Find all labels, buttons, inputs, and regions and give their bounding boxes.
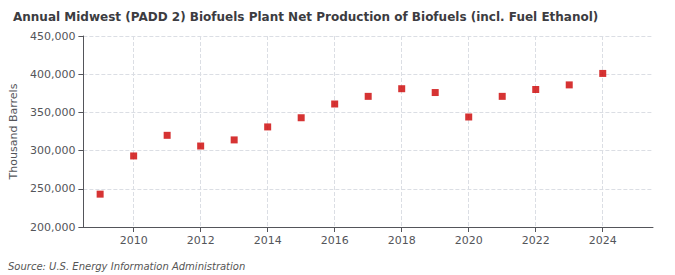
svg-text:2022: 2022	[522, 234, 550, 247]
svg-text:Thousand Barrels: Thousand Barrels	[7, 83, 20, 180]
svg-text:2024: 2024	[589, 234, 617, 247]
svg-text:2014: 2014	[254, 234, 282, 247]
svg-text:Source: U.S. Energy Informatio: Source: U.S. Energy Information Administ…	[8, 261, 245, 272]
svg-text:400,000: 400,000	[30, 68, 76, 81]
svg-text:2020: 2020	[455, 234, 483, 247]
svg-text:250,000: 250,000	[30, 182, 76, 195]
svg-text:200,000: 200,000	[30, 221, 76, 234]
svg-text:2010: 2010	[120, 234, 148, 247]
svg-text:2016: 2016	[321, 234, 349, 247]
svg-text:350,000: 350,000	[30, 106, 76, 119]
svg-text:2012: 2012	[187, 234, 215, 247]
svg-text:300,000: 300,000	[30, 144, 76, 157]
svg-text:2018: 2018	[388, 234, 416, 247]
svg-text:450,000: 450,000	[30, 30, 76, 43]
svg-text:Annual Midwest (PADD 2) Biofue: Annual Midwest (PADD 2) Biofuels Plant N…	[13, 10, 598, 24]
